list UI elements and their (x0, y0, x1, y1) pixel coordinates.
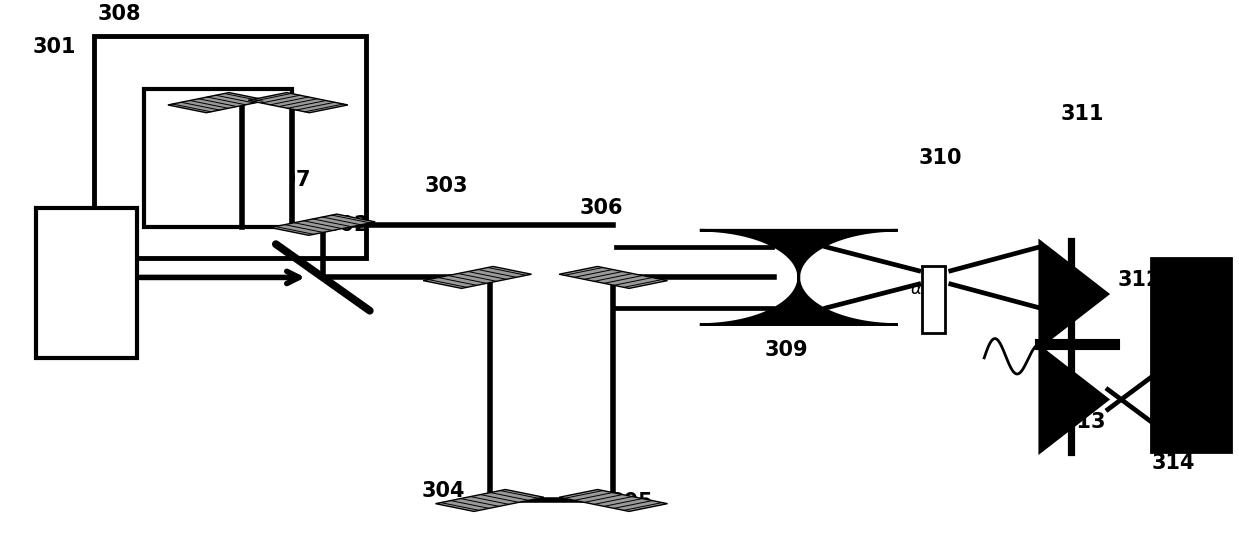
Text: 308: 308 (98, 4, 141, 24)
Text: 307: 307 (268, 170, 311, 190)
Polygon shape (169, 93, 268, 113)
Bar (94, 36, 366, 258)
Text: $\alpha$: $\alpha$ (909, 280, 923, 298)
Text: 311: 311 (1061, 104, 1104, 124)
Polygon shape (559, 490, 668, 511)
Text: 313: 313 (1062, 411, 1105, 432)
Polygon shape (248, 93, 348, 113)
Text: 309: 309 (764, 339, 808, 359)
Polygon shape (1040, 347, 1108, 452)
Bar (144, 89, 292, 228)
Text: 301: 301 (32, 37, 76, 57)
Text: 305: 305 (610, 492, 653, 512)
Polygon shape (270, 214, 375, 235)
Text: 303: 303 (424, 176, 467, 196)
Polygon shape (559, 267, 668, 288)
Polygon shape (1040, 241, 1108, 347)
Text: 314: 314 (1151, 453, 1194, 473)
Text: 304: 304 (421, 481, 465, 501)
Bar (1151, 258, 1232, 452)
Bar (922, 266, 944, 333)
Text: 306: 306 (580, 198, 623, 218)
Text: 310: 310 (918, 148, 963, 168)
Polygon shape (435, 490, 544, 511)
Text: 302: 302 (326, 215, 369, 235)
Polygon shape (700, 230, 897, 325)
Bar (36, 208, 138, 358)
Polygon shape (424, 267, 532, 288)
Text: 312: 312 (1118, 270, 1161, 290)
